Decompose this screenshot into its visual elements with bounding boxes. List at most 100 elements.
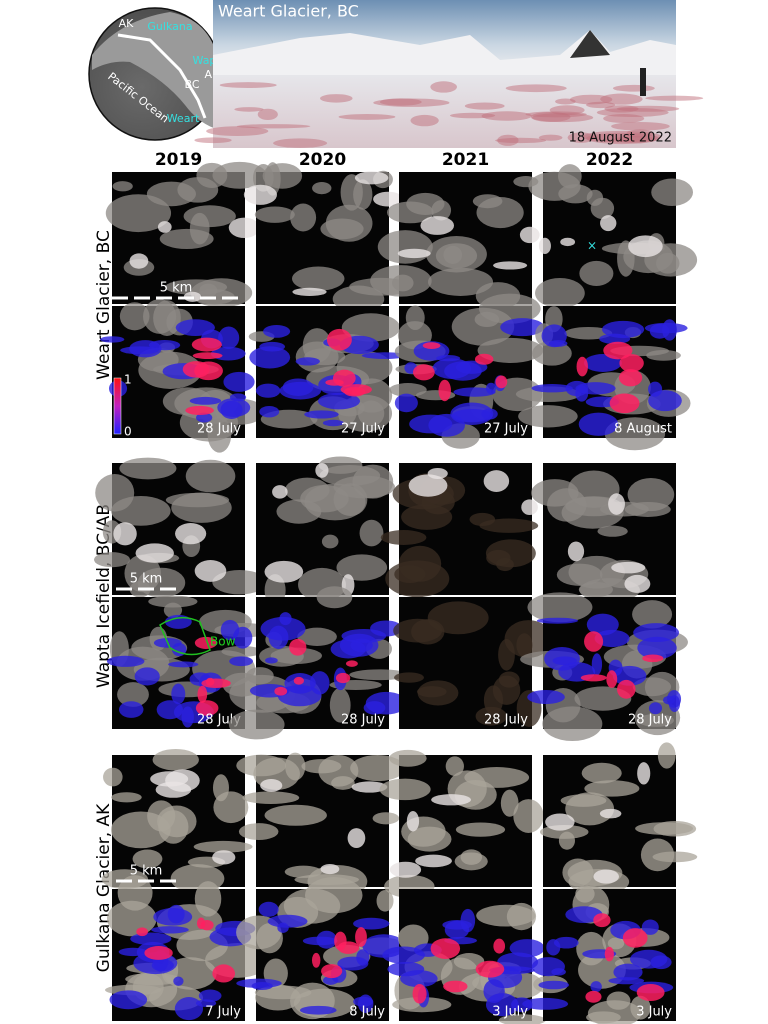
algae-blue (541, 324, 567, 348)
algae-red (618, 369, 643, 387)
snow (113, 522, 137, 546)
column-year: 2022 (586, 150, 633, 170)
algae-blue (151, 959, 174, 972)
terrain (627, 477, 675, 512)
terrain (132, 849, 163, 869)
algae-red (192, 352, 223, 360)
algae-blue (164, 614, 192, 629)
terrain (407, 826, 452, 852)
snow (155, 781, 192, 798)
algae-blue (522, 997, 569, 1010)
terrain (500, 789, 519, 817)
algae-red (604, 946, 614, 962)
algae-patch (273, 138, 328, 148)
terrain (632, 600, 673, 629)
snow (135, 543, 174, 563)
algae-red (196, 917, 206, 930)
algae-patch (320, 94, 353, 103)
terrain (377, 230, 433, 264)
terrain (199, 283, 218, 298)
hiker (640, 68, 646, 96)
site-name: Weart Glacier, BC (94, 230, 114, 380)
algae-blue (260, 616, 306, 641)
algae-red (609, 393, 640, 414)
algae-blue (267, 914, 308, 928)
algae-blue (109, 990, 148, 1010)
algae-red (191, 337, 222, 352)
terrain (290, 203, 317, 232)
algae-red (144, 946, 173, 960)
algae-blue (353, 917, 390, 930)
snow (521, 499, 538, 516)
algae-blue (637, 636, 677, 660)
terrain (359, 519, 384, 547)
terrain (304, 483, 366, 521)
algae-blue (599, 333, 631, 345)
terrain (106, 900, 157, 937)
algae-blue (317, 392, 361, 410)
algae-red (430, 938, 461, 959)
terrain (212, 774, 229, 802)
algae-blue (198, 989, 222, 1003)
algae-red (438, 379, 451, 402)
panel-date: 27 July (484, 422, 528, 437)
algae-blue (232, 626, 253, 649)
terrain (386, 201, 434, 224)
panel-date: 8 August (614, 422, 672, 437)
algae-blue (394, 393, 418, 413)
algae-red (340, 384, 372, 395)
algae-red (642, 654, 664, 663)
algae-blue (591, 653, 603, 676)
terrain (380, 530, 427, 545)
terrain (236, 754, 287, 777)
panel-date: 28 July (628, 713, 672, 728)
snow (593, 869, 619, 884)
algae-patch (603, 114, 645, 124)
map-label: BC (184, 78, 199, 91)
algae-blue (400, 970, 438, 988)
terrain (498, 1014, 546, 1024)
algae-blue (279, 612, 292, 626)
terrain (576, 931, 607, 966)
terrain (518, 405, 578, 428)
terrain (575, 885, 595, 903)
terrain (117, 682, 149, 707)
algae-blue (648, 381, 663, 397)
snow (493, 261, 528, 270)
scale-label: 5 km (130, 864, 163, 879)
algae-red (185, 405, 214, 415)
algae-blue (538, 980, 570, 990)
panel-date: 28 July (197, 422, 241, 437)
snow (420, 216, 455, 235)
terrain (579, 260, 614, 286)
algae-blue (100, 336, 125, 343)
terrain (532, 340, 572, 366)
terrain (292, 266, 345, 291)
terrain (171, 492, 232, 523)
algae-blue (299, 1005, 337, 1015)
terrain (397, 321, 432, 350)
terrain (513, 799, 544, 833)
terrain (336, 554, 388, 581)
terrain (341, 313, 401, 342)
algae-blue (663, 695, 675, 705)
terrain (454, 852, 488, 871)
algae-red (580, 674, 607, 682)
algae-patch (257, 108, 278, 121)
terrain (516, 633, 533, 657)
snow (260, 779, 283, 792)
algae-blue (330, 639, 366, 659)
panel-date: 27 July (341, 422, 385, 437)
terrain (527, 592, 593, 623)
algae-blue (181, 706, 194, 728)
bow-outline (159, 616, 211, 656)
terrain (94, 552, 131, 568)
terrain (212, 161, 267, 189)
algae-blue (316, 930, 337, 949)
terrain (597, 525, 628, 537)
algae-blue (130, 932, 172, 946)
algae-red (576, 356, 588, 377)
algae-blue (309, 671, 330, 695)
terrain (651, 178, 694, 207)
algae-blue (536, 617, 578, 624)
